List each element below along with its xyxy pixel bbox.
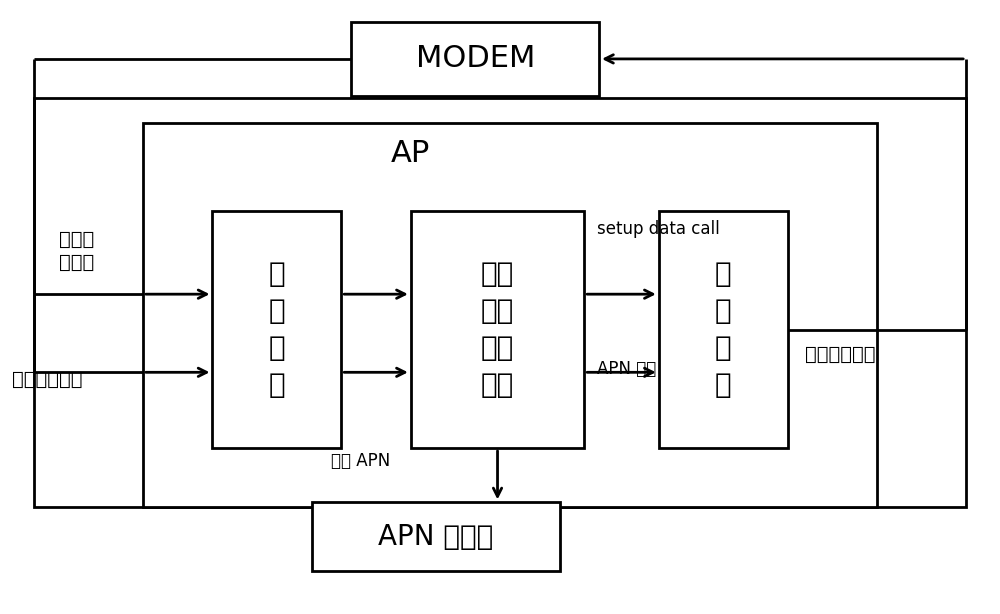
Text: APN 为空: APN 为空: [597, 360, 656, 378]
Text: 检索 APN: 检索 APN: [331, 452, 391, 470]
Text: setup data call: setup data call: [597, 220, 720, 238]
Text: MODEM: MODEM: [416, 44, 535, 74]
Text: 第一网络连接: 第一网络连接: [12, 370, 83, 389]
Bar: [34, 98, 966, 507]
Bar: [411, 211, 584, 448]
Bar: [212, 211, 341, 448]
Text: 网络更改通知: 网络更改通知: [805, 345, 876, 364]
Text: APN 数据库: APN 数据库: [378, 523, 493, 551]
Bar: [312, 502, 560, 572]
Text: AP: AP: [391, 139, 430, 168]
Text: 第二网
络连接: 第二网 络连接: [59, 230, 94, 272]
Text: 发
送
模
块: 发 送 模 块: [715, 260, 731, 399]
Text: 接
收
模
块: 接 收 模 块: [269, 260, 285, 399]
Bar: [351, 22, 599, 96]
Bar: [659, 211, 788, 448]
Bar: [143, 123, 877, 507]
Text: 数据
链路
建链
模块: 数据 链路 建链 模块: [481, 260, 514, 399]
